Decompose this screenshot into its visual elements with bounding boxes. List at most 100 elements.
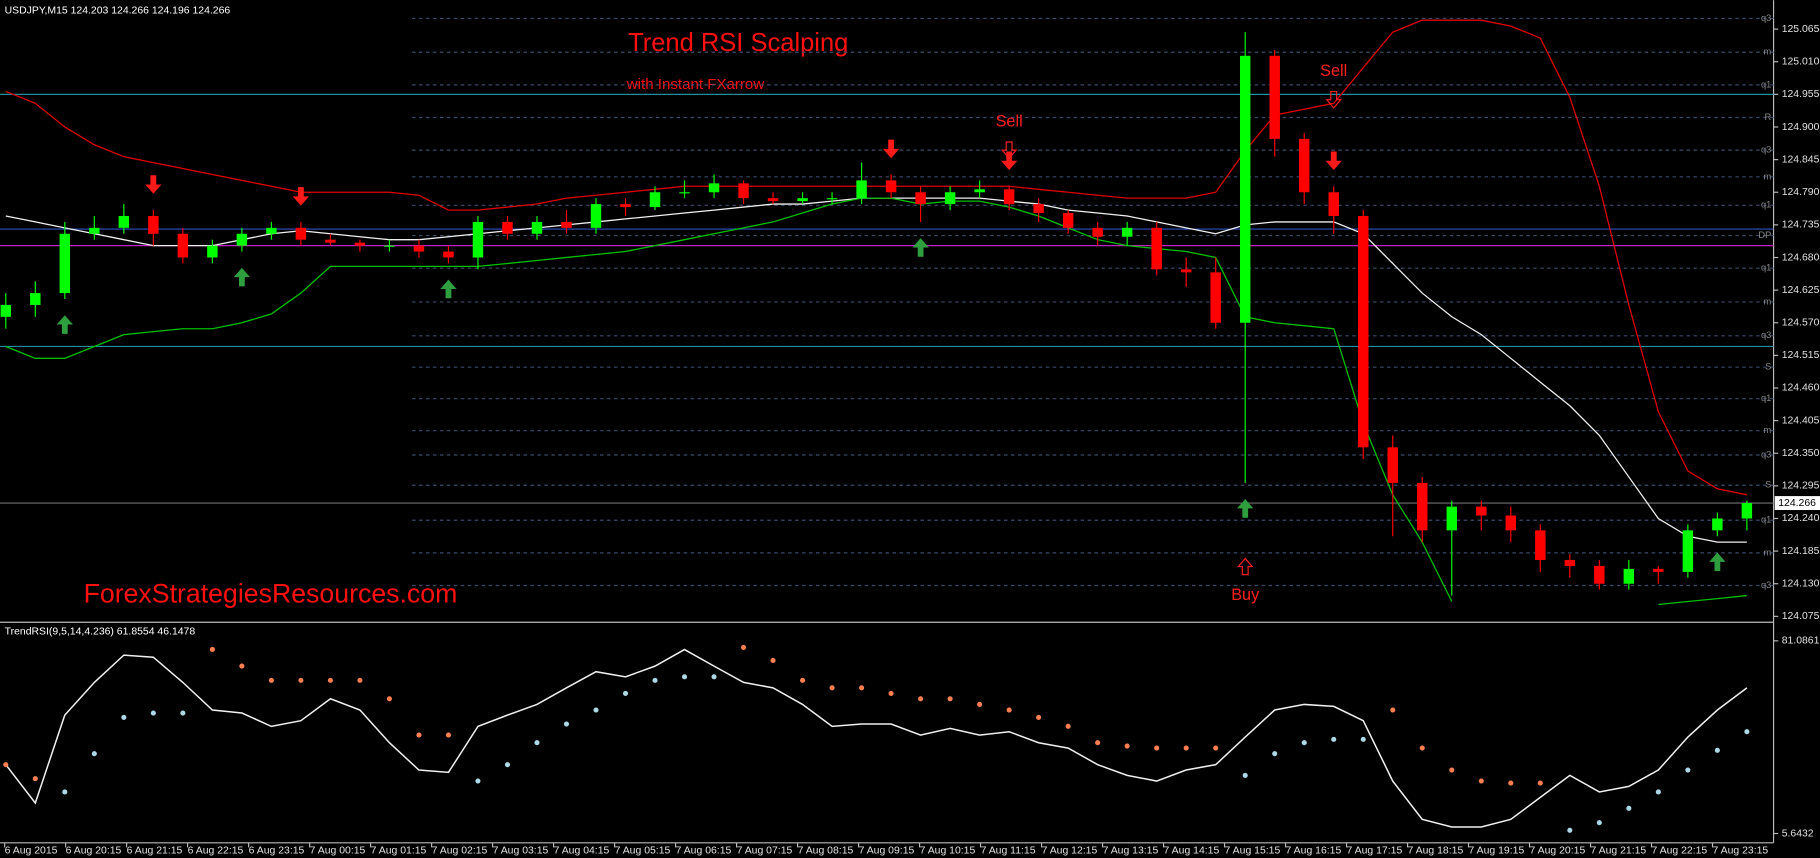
indicator-dot [1655, 789, 1661, 795]
buy-arrow [1709, 552, 1726, 572]
pivot-label: q3 [1761, 145, 1771, 155]
candle-body [1712, 518, 1723, 531]
x-tick-label: 7 Aug 15:15 [1225, 846, 1281, 857]
indicator-dot [652, 677, 658, 683]
indicator-dot [1036, 714, 1042, 720]
candle-body [620, 204, 631, 208]
indicator-dot [504, 762, 511, 768]
x-tick-label: 7 Aug 04:15 [554, 846, 610, 857]
y-tick-label: 124.350 [1782, 448, 1820, 459]
annotation-label: Sell [996, 113, 1023, 131]
candle-body [472, 221, 484, 258]
x-tick-label: 7 Aug 06:15 [676, 846, 732, 857]
y-tick-label: 124.130 [1782, 578, 1820, 589]
x-tick-label: 7 Aug 07:15 [737, 846, 793, 857]
x-tick-label: 7 Aug 20:15 [1530, 846, 1586, 857]
indicator-dot [327, 677, 333, 683]
candle-body [177, 233, 189, 258]
x-tick-label: 7 Aug 16:15 [1286, 846, 1342, 857]
sell-arrow [1001, 151, 1018, 171]
y-tick-label: 124.515 [1782, 350, 1820, 361]
indicator-line [5, 648, 1748, 828]
pivot-label: q1 [1761, 515, 1771, 525]
x-tick-label: 7 Aug 09:15 [859, 846, 915, 857]
sell-arrow [882, 139, 900, 159]
buy-arrow [1237, 499, 1254, 518]
pivot-label: DP [1758, 230, 1771, 240]
last-price-tag [1774, 496, 1820, 511]
candle-body [118, 215, 130, 228]
indicator-dot [1213, 745, 1219, 751]
indicator-dot [1508, 780, 1514, 786]
candle-body [1682, 530, 1694, 572]
candle-body [649, 192, 661, 208]
indicator-dot [1419, 745, 1425, 751]
indicator-dot [1301, 740, 1307, 746]
symbol-header: USDJPY,M15 124.203 124.266 124.196 124.2… [5, 5, 231, 16]
y-tick-label: 125.010 [1782, 57, 1820, 68]
candle-body [1594, 565, 1605, 584]
indicator-dot [681, 674, 688, 680]
x-tick-label: 7 Aug 19:15 [1469, 846, 1525, 857]
y-tick-label: 124.405 [1782, 415, 1820, 426]
x-tick-label: 7 Aug 10:15 [920, 846, 976, 857]
indicator-dot [1331, 736, 1337, 742]
candle-body [443, 251, 454, 258]
candle-body [0, 304, 12, 317]
candle-body [1387, 447, 1398, 483]
x-tick-label: 6 Aug 23:15 [249, 846, 305, 857]
indicator-dot [1478, 778, 1484, 784]
buy-arrow [912, 238, 929, 257]
indicator-dot [357, 677, 363, 683]
candle-body [1653, 568, 1664, 572]
indicator-dot [1095, 740, 1101, 746]
candle-body [1210, 272, 1221, 323]
indicator-dot [1390, 707, 1396, 713]
y-tick-label: 124.240 [1782, 513, 1820, 524]
pivot-label: m [1764, 547, 1772, 557]
x-tick-label: 7 Aug 00:15 [310, 846, 366, 857]
pivot-label: q1 [1761, 200, 1771, 210]
x-tick-label: 6 Aug 20:15 [66, 846, 122, 857]
candle-body [1062, 213, 1074, 228]
y-tick-label: 81.0861 [1782, 636, 1820, 647]
pivot-label: q3 [1761, 449, 1771, 459]
indicator-dot [1124, 743, 1130, 749]
candle-body [531, 221, 543, 234]
x-tick-label: 6 Aug 22:15 [188, 846, 244, 857]
last-price-label: 124.266 [1778, 498, 1816, 509]
annotation-arrow [1000, 141, 1018, 160]
candle-body [974, 189, 985, 193]
candle-body [738, 183, 749, 199]
pivot-label: S [1765, 362, 1771, 372]
indicator-dot [180, 710, 186, 716]
x-tick-label: 7 Aug 11:15 [981, 846, 1036, 857]
headline: Trend RSI Scalping [628, 29, 848, 57]
indicator-dot [711, 674, 717, 680]
y-tick-label: 124.570 [1782, 318, 1820, 329]
x-tick-label: 7 Aug 03:15 [493, 846, 549, 857]
y-tick-label: 124.845 [1782, 154, 1820, 165]
indicator-dot [298, 677, 304, 683]
candle-body [1003, 189, 1015, 205]
candle-body [295, 227, 307, 240]
y-tick-label: 124.625 [1782, 285, 1820, 296]
annotation-arrow [1236, 557, 1254, 576]
candle-body [325, 239, 336, 243]
candle-body [413, 245, 425, 252]
indicator-dot [1360, 736, 1366, 742]
x-tick-label: 7 Aug 12:15 [1042, 846, 1098, 857]
indicator-dot [239, 663, 245, 669]
x-tick-label: 7 Aug 23:15 [1713, 846, 1769, 857]
candle-body [915, 192, 926, 205]
annotation-label: Sell [1320, 62, 1347, 80]
candle-body [1623, 568, 1635, 584]
candle-body [1446, 506, 1458, 531]
sell-arrow [145, 175, 162, 194]
indicator-dot [475, 778, 481, 784]
sell-arrow [1325, 151, 1342, 171]
pivot-label: q1 [1761, 79, 1771, 89]
buy-arrow [440, 279, 457, 299]
x-tick-label: 6 Aug 21:15 [127, 846, 183, 857]
indicator-dot [3, 762, 9, 768]
